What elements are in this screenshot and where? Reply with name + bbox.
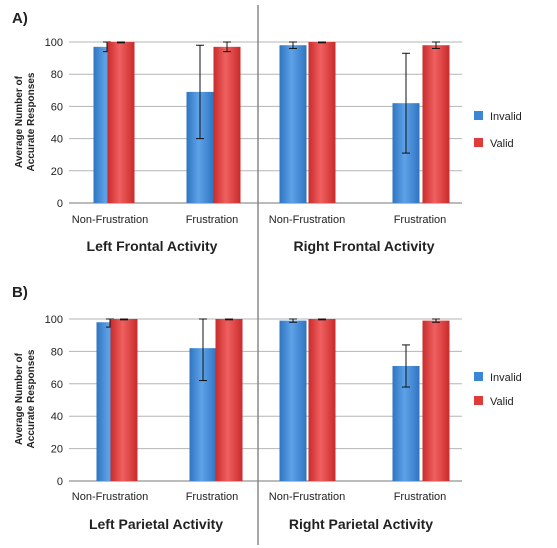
bar-a-valid-0-1 xyxy=(213,46,241,203)
bar-b-valid-0-1 xyxy=(215,319,243,481)
y-tick-label-b-0: 0 xyxy=(57,476,63,488)
group-title-right-frontal: Right Frontal Activity xyxy=(293,238,434,254)
y-axis-label-line2-b: Accurate Responses xyxy=(26,349,37,448)
y-tick-label-a-100: 100 xyxy=(45,37,63,49)
bar-a-invalid-1-0 xyxy=(279,45,307,203)
legend-swatch-invalid-b xyxy=(474,372,483,381)
panel-b-plot: 0 20 40 60 80 100 xyxy=(45,314,462,488)
y-axis-label-line1-a: Average Number of xyxy=(14,75,25,168)
bar-a-valid-1-1 xyxy=(422,45,450,203)
bar-a-valid-0-0 xyxy=(107,42,135,203)
y-tick-label-a-60: 60 xyxy=(51,101,63,113)
y-axis-label-line2-a: Accurate Responses xyxy=(26,72,37,171)
bar-b-valid-1-0 xyxy=(308,319,336,481)
legend-swatch-valid-a xyxy=(474,138,483,147)
group-title-left-parietal: Left Parietal Activity xyxy=(89,516,223,532)
panel-label-a: A) xyxy=(12,10,28,27)
legend-swatch-invalid-a xyxy=(474,111,483,120)
y-tick-label-b-100: 100 xyxy=(45,314,63,326)
category-label-a-frustration-right: Frustration xyxy=(394,214,447,226)
legend-label-valid-b: Valid xyxy=(490,396,514,408)
bar-b-valid-0-0 xyxy=(110,319,138,481)
group-title-right-parietal: Right Parietal Activity xyxy=(289,516,433,532)
category-label-b-frustration-left: Frustration xyxy=(186,491,239,503)
category-label-b-non-frustration-left: Non-Frustration xyxy=(72,491,148,503)
y-axis-label-line1-b: Average Number of xyxy=(14,352,25,445)
legend-label-valid-a: Valid xyxy=(490,138,514,150)
y-tick-label-a-20: 20 xyxy=(51,166,63,178)
y-tick-label-b-20: 20 xyxy=(51,444,63,456)
legend-label-invalid-b: Invalid xyxy=(490,372,522,384)
legend-label-invalid-a: Invalid xyxy=(490,111,522,123)
legend-swatch-valid-b xyxy=(474,396,483,405)
category-label-b-frustration-right: Frustration xyxy=(394,491,447,503)
bar-b-valid-1-1 xyxy=(422,320,450,481)
y-tick-label-a-0: 0 xyxy=(57,198,63,210)
y-tick-label-a-40: 40 xyxy=(51,134,63,146)
y-tick-label-b-80: 80 xyxy=(51,346,63,358)
panel-a-plot: 0 20 40 60 80 100 xyxy=(45,37,462,210)
bar-b-invalid-1-0 xyxy=(279,320,307,481)
category-label-b-non-frustration-right: Non-Frustration xyxy=(269,491,345,503)
panel-label-b: B) xyxy=(12,284,28,301)
category-label-a-frustration-left: Frustration xyxy=(186,214,239,226)
y-tick-label-b-60: 60 xyxy=(51,379,63,391)
y-tick-label-b-40: 40 xyxy=(51,411,63,423)
category-label-a-non-frustration-right: Non-Frustration xyxy=(269,214,345,226)
category-label-a-non-frustration-left: Non-Frustration xyxy=(72,214,148,226)
group-title-left-frontal: Left Frontal Activity xyxy=(87,238,218,254)
y-tick-label-a-80: 80 xyxy=(51,69,63,81)
bar-a-valid-1-0 xyxy=(308,42,336,203)
